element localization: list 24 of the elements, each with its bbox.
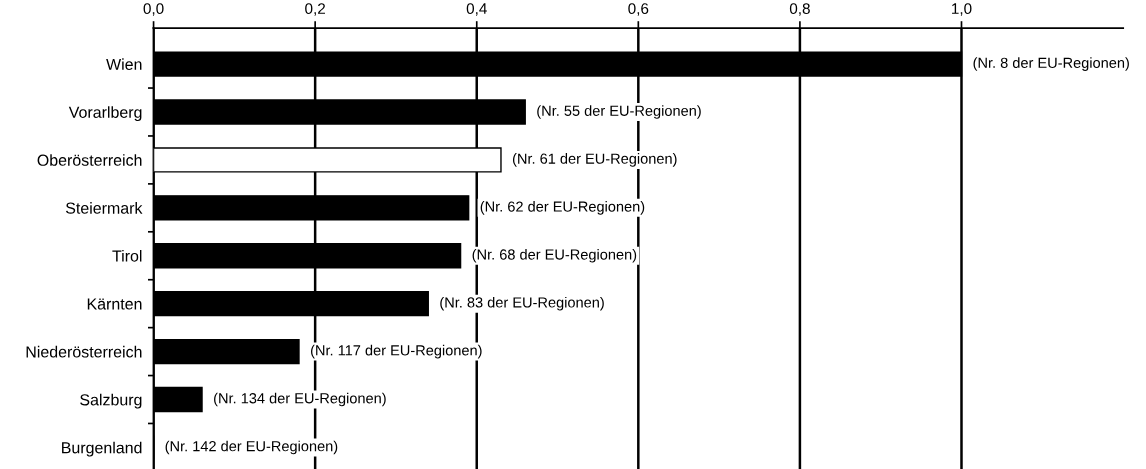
x-tick-label: 0,6 bbox=[628, 3, 649, 16]
y-tick-label: Tirol bbox=[112, 249, 142, 262]
annotation: (Nr. 117 der EU-Regionen) bbox=[311, 344, 482, 359]
annotation: (Nr. 8 der EU-Regionen) bbox=[973, 57, 1129, 71]
annotation: (Nr. 55 der EU-Regionen) bbox=[537, 105, 701, 119]
annotation: (Nr. 62 der EU-Regionen) bbox=[480, 201, 645, 215]
x-tick-label: 0,4 bbox=[466, 3, 487, 16]
annotation: (Nr. 142 der EU-Regionen) bbox=[165, 440, 338, 455]
x-tick-label: 0,8 bbox=[789, 3, 810, 16]
y-tick-label: Vorarlberg bbox=[68, 106, 142, 122]
annotation: (Nr. 134 der EU-Regionen) bbox=[214, 392, 386, 407]
y-tick-label: Burgenland bbox=[62, 441, 142, 457]
y-tick-label: Kärnten bbox=[87, 298, 142, 310]
annotation: (Nr. 68 der EU-Regionen) bbox=[472, 248, 637, 263]
x-tick-label: 0,0 bbox=[143, 3, 164, 16]
y-tick-label: Salzburg bbox=[80, 393, 142, 409]
annotation: (Nr. 83 der EU-Regionen) bbox=[440, 296, 604, 311]
y-tick-label: Wien bbox=[106, 58, 142, 71]
y-tick-label: Niederösterreich bbox=[26, 345, 142, 358]
x-tick-label: 1,0 bbox=[952, 3, 972, 16]
annotation: (Nr. 61 der EU-Regionen) bbox=[512, 153, 677, 167]
x-tick-label: 0,2 bbox=[305, 3, 325, 16]
y-tick-label: Oberösterreich bbox=[37, 154, 142, 166]
y-tick-label: Steiermark bbox=[65, 202, 143, 214]
